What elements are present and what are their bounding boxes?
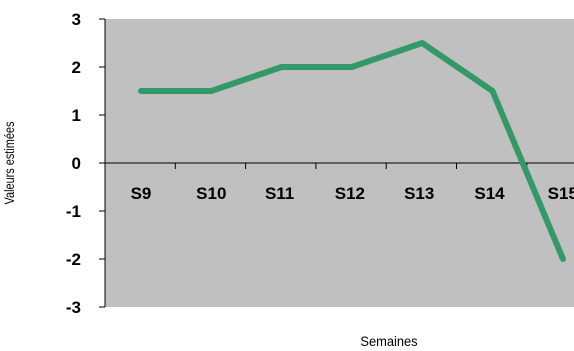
y-tick-label: -1 <box>66 202 81 221</box>
x-axis-ticks <box>104 163 528 169</box>
y-tick-label: 0 <box>72 154 81 173</box>
y-tick-label: 1 <box>72 106 81 125</box>
x-tick-labels: S9 S10 S11 S12 S13 S14 S15 <box>131 184 574 203</box>
y-tick-labels: 3 2 1 0 -1 -2 -3 <box>66 10 81 317</box>
x-tick-label: S15 <box>548 184 574 203</box>
x-tick-label: S12 <box>335 184 365 203</box>
x-tick-label: S11 <box>265 184 294 203</box>
series-line <box>138 40 566 262</box>
y-axis-title: Valeurs estimées <box>2 122 18 205</box>
y-tick-label: 2 <box>72 58 81 77</box>
y-tick-label: -2 <box>66 250 81 269</box>
y-tick-label: -3 <box>66 298 81 317</box>
x-tick-label: S9 <box>131 184 152 203</box>
y-axis-ticks <box>99 18 105 308</box>
x-tick-label: S14 <box>474 184 505 203</box>
y-tick-label: 3 <box>72 10 81 29</box>
x-axis-title: Semaines <box>360 334 417 350</box>
x-tick-label: S10 <box>196 184 226 203</box>
x-tick-label: S13 <box>404 184 434 203</box>
